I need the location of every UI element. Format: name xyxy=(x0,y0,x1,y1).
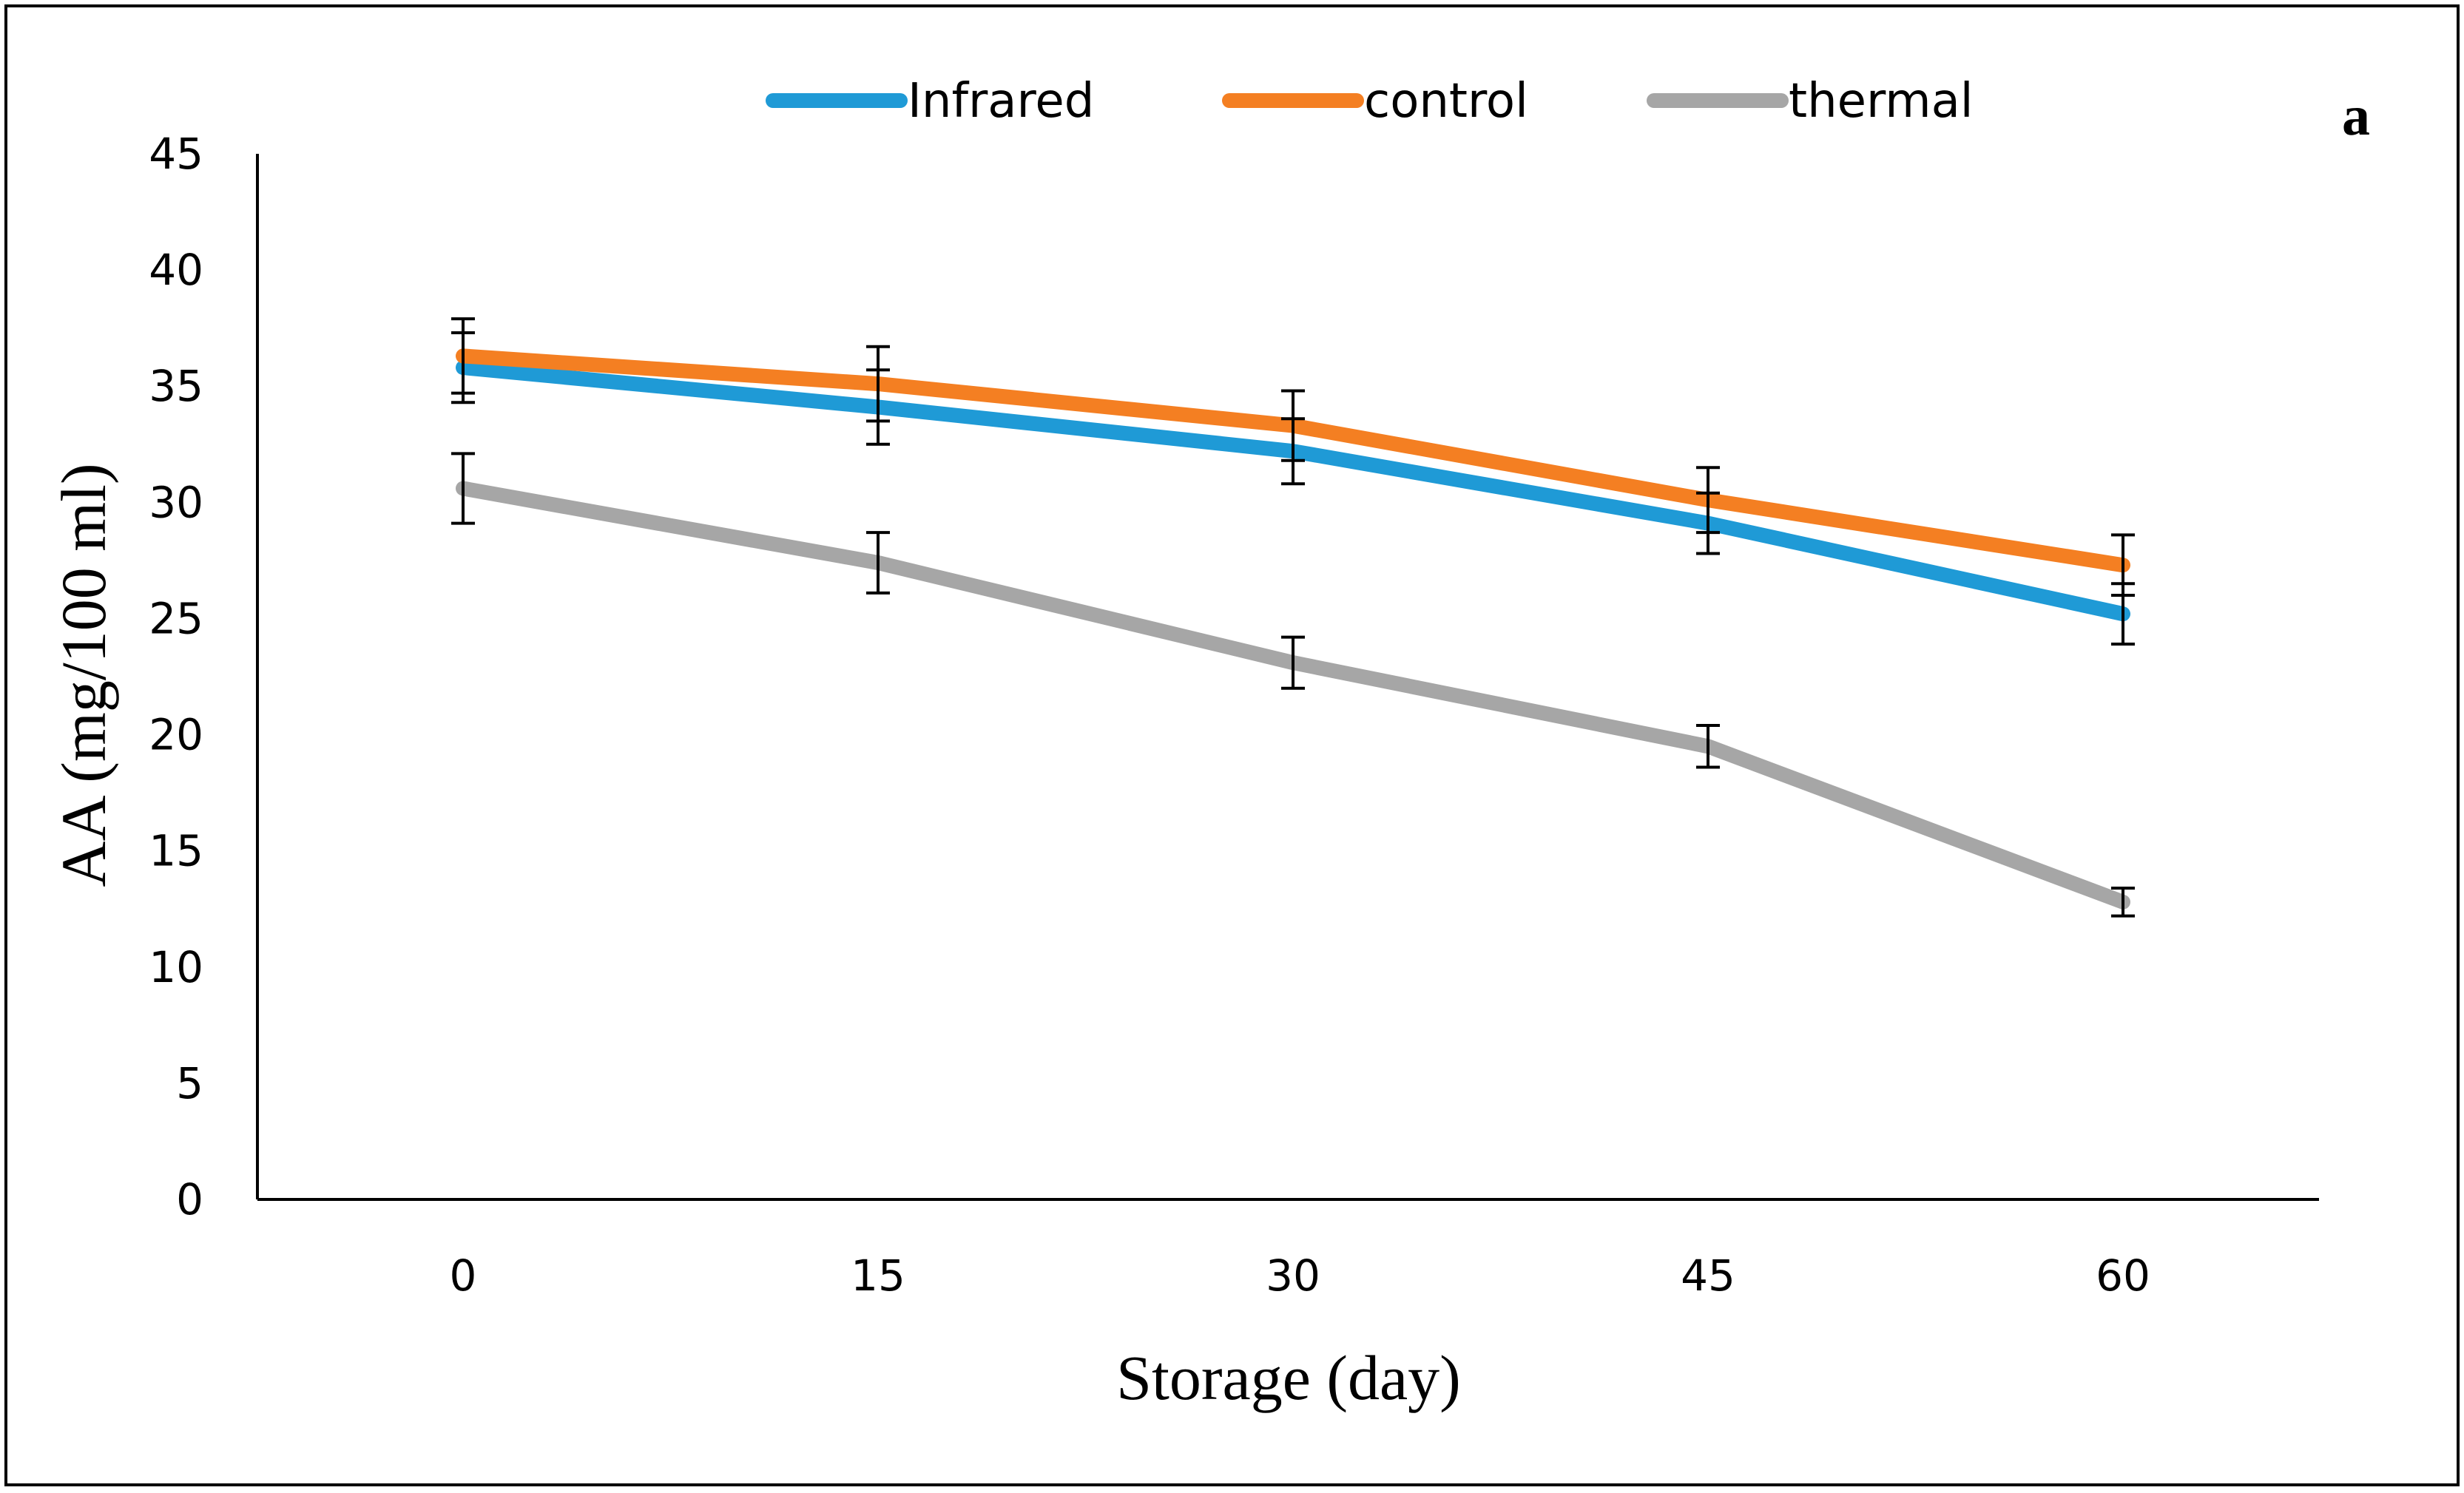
y-tick-labels: 0 5 10 15 20 25 30 35 40 45 xyxy=(149,129,203,1225)
legend-item-control: control xyxy=(1222,74,1528,129)
error-bar-control xyxy=(866,345,890,423)
legend-item-infrared: Infrared xyxy=(766,74,1094,129)
y-axis-title: AA (mg/100 ml) xyxy=(48,463,119,887)
error-bar-control xyxy=(451,317,475,395)
legend: Infrared control thermal xyxy=(766,74,1974,129)
chart-border xyxy=(4,4,2460,1486)
y-tick-label: 10 xyxy=(149,942,203,992)
error-bar-thermal xyxy=(866,531,890,595)
y-tick-label: 30 xyxy=(149,477,203,527)
panel-label: a xyxy=(2342,85,2370,147)
error-bar-control xyxy=(1281,389,1305,462)
y-tick-label: 15 xyxy=(149,826,203,876)
y-tick-label: 5 xyxy=(176,1058,203,1108)
y-tick-label: 40 xyxy=(149,245,203,295)
y-tick-label: 35 xyxy=(149,361,203,411)
legend-label: Infrared xyxy=(908,74,1094,129)
error-bar-thermal xyxy=(451,452,475,525)
legend-label: thermal xyxy=(1789,74,1974,129)
x-tick-labels: 0 15 30 45 60 xyxy=(450,1250,2150,1301)
x-tick-label: 45 xyxy=(1681,1250,1735,1301)
x-tick-label: 30 xyxy=(1266,1250,1320,1301)
legend-item-thermal: thermal xyxy=(1647,74,1974,129)
y-tick-label: 20 xyxy=(149,710,203,760)
x-tick-label: 0 xyxy=(450,1250,477,1301)
error-bar-control xyxy=(1696,466,1720,535)
error-bar-thermal xyxy=(2111,886,2135,918)
error-bar-thermal xyxy=(1281,635,1305,690)
error-bars xyxy=(451,317,2135,918)
y-tick-label: 0 xyxy=(176,1174,203,1225)
legend-label: control xyxy=(1364,74,1528,129)
error-bar-thermal xyxy=(1696,723,1720,769)
error-bar-control xyxy=(2111,533,2135,597)
y-tick-label: 25 xyxy=(149,593,203,643)
x-axis-title: Storage (day) xyxy=(1116,1342,1461,1413)
x-tick-label: 15 xyxy=(851,1250,905,1301)
y-tick-label: 45 xyxy=(149,129,203,179)
x-tick-label: 60 xyxy=(2096,1250,2150,1301)
